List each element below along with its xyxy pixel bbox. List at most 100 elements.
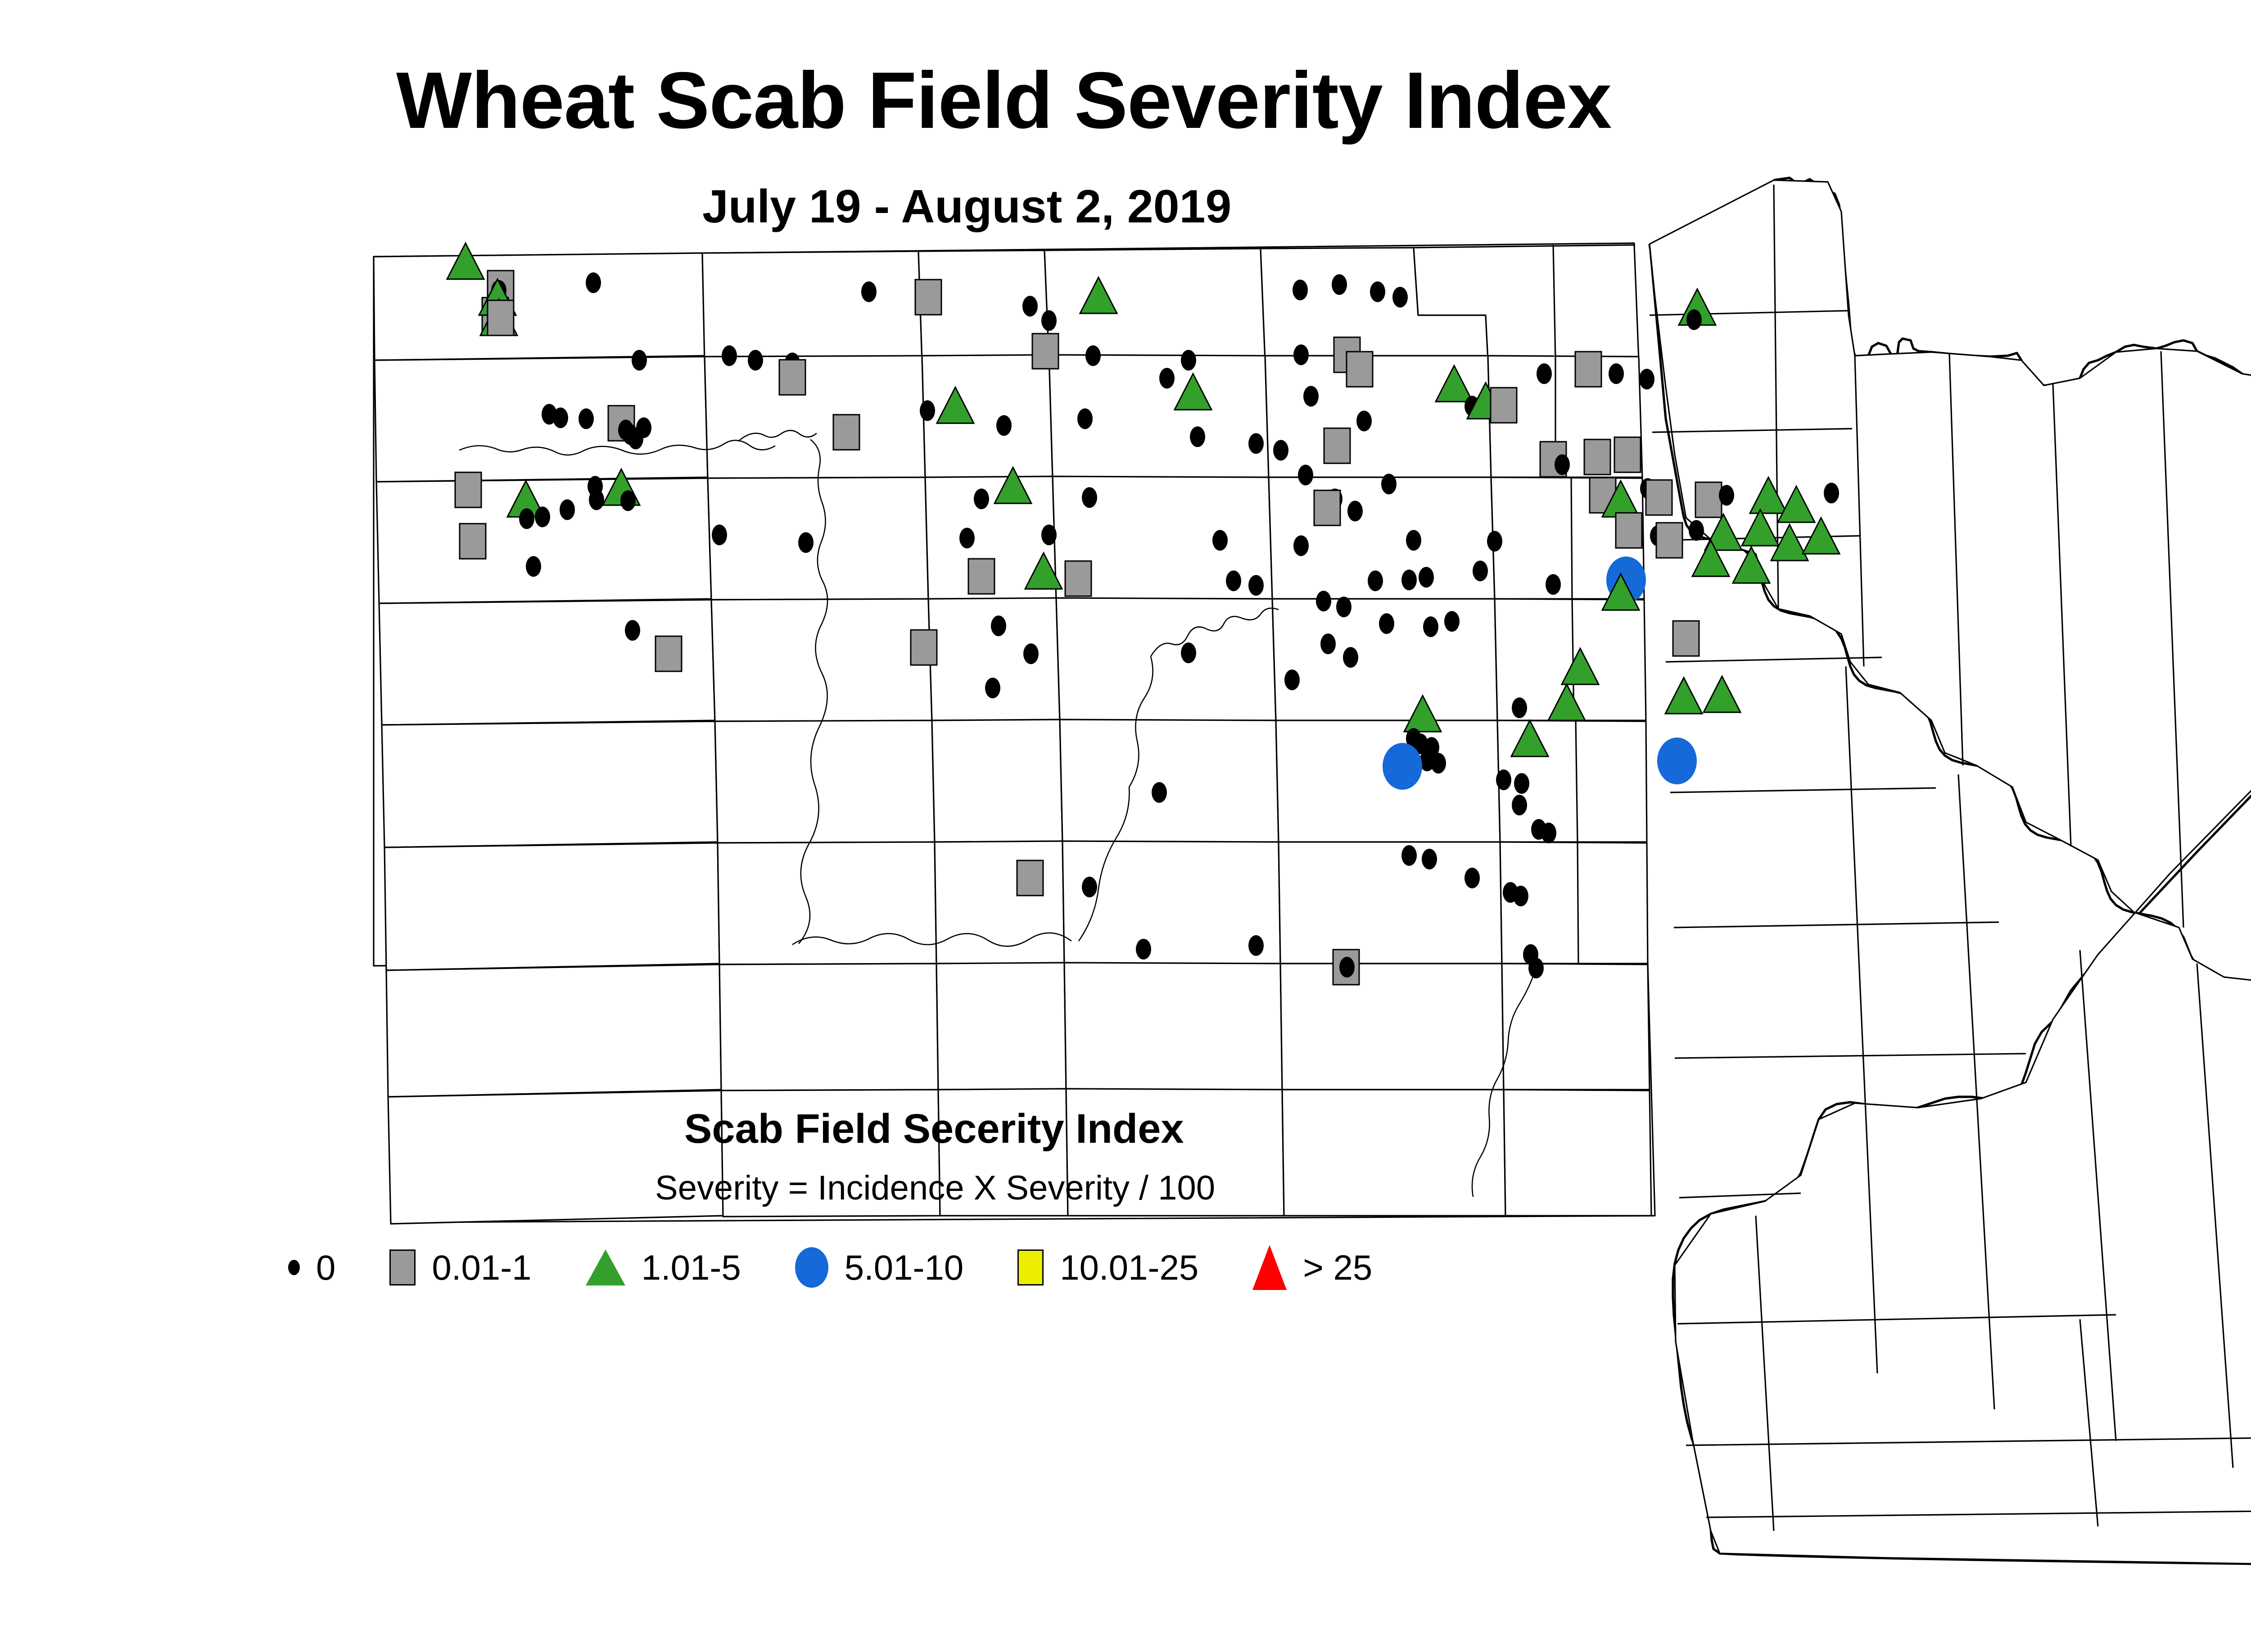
map-marker-dot xyxy=(1689,520,1704,541)
map-marker-triangle xyxy=(1702,674,1742,713)
legend-item-10-01-25: 10.01-25 xyxy=(1017,1247,1198,1288)
map-marker-square xyxy=(487,299,515,336)
map-marker-dot xyxy=(1419,567,1434,588)
legend-item-1-01-5: 1.01-5 xyxy=(585,1247,741,1288)
map-marker-dot xyxy=(1356,411,1372,431)
map-marker-dot xyxy=(991,616,1006,636)
map-marker-dot xyxy=(1085,345,1101,366)
map-marker-dot xyxy=(1248,433,1264,454)
map-marker-triangle xyxy=(1510,719,1550,757)
map-marker-dot xyxy=(1370,281,1385,302)
map-marker-dot xyxy=(579,408,594,429)
map-marker-dot xyxy=(1512,795,1527,815)
map-marker-dot xyxy=(1401,845,1417,866)
map-marker-dot xyxy=(1496,769,1511,790)
map-marker-square xyxy=(1490,387,1518,424)
map-marker-dot xyxy=(1303,386,1319,407)
south-dakota-counties xyxy=(385,962,1656,1225)
map-marker-triangle xyxy=(1403,694,1442,733)
map-marker-dot xyxy=(1082,877,1097,897)
map-marker-square xyxy=(778,359,806,396)
page-title: Wheat Scab Field Severity Index xyxy=(396,55,1612,145)
legend-swatch-square-icon xyxy=(1017,1249,1044,1285)
map-marker-dot xyxy=(1514,773,1529,794)
map-marker-dot xyxy=(1212,530,1228,551)
map-marker-dot xyxy=(1555,454,1570,475)
map-marker-dot xyxy=(1379,613,1394,634)
map-marker-dot xyxy=(1136,939,1151,960)
map-marker-triangle xyxy=(1664,676,1704,715)
map-marker-dot xyxy=(553,407,568,428)
map-marker-triangle xyxy=(1173,372,1213,411)
map-marker-square xyxy=(454,471,482,508)
map-marker-square xyxy=(1672,620,1700,657)
map-marker-dot xyxy=(1381,474,1397,494)
map-marker-dot xyxy=(985,678,1000,698)
map-marker-square xyxy=(832,414,860,451)
map-marker-dot xyxy=(1406,530,1421,551)
map-marker-square xyxy=(1583,439,1611,475)
map-marker-dot xyxy=(1431,753,1446,774)
legend-swatch-square-icon xyxy=(389,1249,416,1285)
legend-label: 0.01-1 xyxy=(432,1247,532,1287)
map-marker-dot xyxy=(1347,501,1363,521)
map-marker-triangle xyxy=(1740,508,1780,547)
map-marker-triangle xyxy=(993,466,1033,504)
map-marker-dot xyxy=(1181,643,1196,663)
map-marker-triangle xyxy=(1601,572,1641,611)
map-marker-dot xyxy=(625,620,640,641)
map-marker-square xyxy=(1031,333,1059,370)
map-marker-dot xyxy=(712,525,727,545)
map-marker-dot xyxy=(1609,363,1624,384)
map-marker-dot xyxy=(1512,697,1527,718)
map-marker-dot xyxy=(798,532,814,553)
map-marker-dot xyxy=(861,281,877,302)
map-marker-triangle xyxy=(1770,523,1809,561)
map-marker-triangle xyxy=(1024,551,1063,590)
map-marker-dot xyxy=(560,499,575,520)
map-marker-square xyxy=(1064,560,1092,597)
map-marker-dot xyxy=(1248,575,1264,596)
legend-label: 5.01-10 xyxy=(844,1247,964,1287)
map-marker-dot xyxy=(1273,440,1288,461)
map-marker-dot xyxy=(628,429,643,449)
map-marker-dot xyxy=(620,490,636,511)
map-marker-dot xyxy=(1541,823,1556,843)
legend-label: 0 xyxy=(316,1247,336,1287)
map-marker-dot xyxy=(1316,591,1331,611)
map-marker-square xyxy=(1655,522,1683,559)
map-marker-triangle xyxy=(1801,516,1841,555)
map-marker-dot xyxy=(589,489,604,510)
legend-label: 10.01-25 xyxy=(1060,1247,1199,1287)
map-marker-dot xyxy=(586,272,601,293)
map-marker-dot xyxy=(1686,309,1702,330)
legend-label: 1.01-5 xyxy=(641,1247,741,1287)
map-marker-dot xyxy=(1719,485,1734,506)
map-marker-square xyxy=(1615,512,1643,549)
legend-item-5-01-10: 5.01-10 xyxy=(795,1247,964,1288)
map-marker-dot xyxy=(1248,935,1264,956)
map-marker-dot xyxy=(1077,408,1093,429)
map-marker-dot xyxy=(1537,363,1552,384)
legend-swatch-dot-icon xyxy=(288,1260,300,1275)
map-marker-dot xyxy=(1293,280,1308,300)
legend-item-0: 0 xyxy=(288,1247,335,1288)
map-marker-square xyxy=(910,629,938,666)
map-marker-dot xyxy=(1041,525,1057,545)
map-marker-square xyxy=(1614,436,1641,473)
legend-title: Scab Field Secerity Index xyxy=(684,1106,1184,1152)
map-marker-dot xyxy=(535,507,550,527)
map-marker-dot xyxy=(1293,535,1309,556)
map-marker-dot xyxy=(1422,849,1437,869)
map-marker-dot xyxy=(974,489,989,509)
legend-item-0-01-1: 0.01-1 xyxy=(389,1247,532,1288)
map-marker-dot xyxy=(1284,670,1300,690)
legend-label: > 25 xyxy=(1303,1247,1373,1287)
map-marker-circle xyxy=(1383,743,1422,790)
map-marker-triangle xyxy=(1560,647,1600,685)
map-marker-dot xyxy=(1639,369,1654,389)
map-marker-dot xyxy=(1423,616,1438,637)
map-marker-triangle xyxy=(1776,484,1816,523)
map-marker-dot xyxy=(920,400,935,421)
